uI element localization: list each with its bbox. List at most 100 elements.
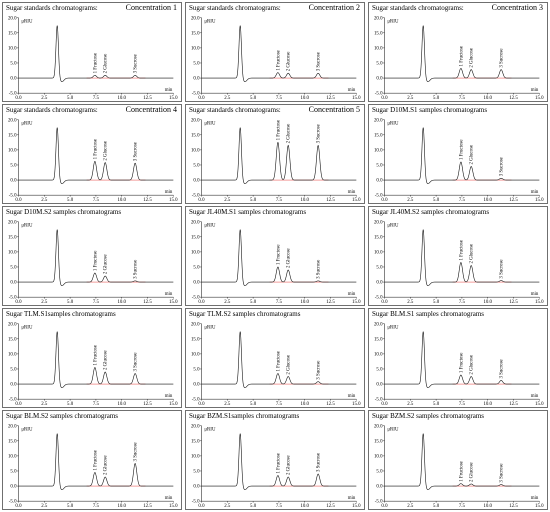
y-tick-label: -5.0 [9, 194, 17, 199]
concentration-label: Concentration 2 [308, 3, 360, 12]
y-tick-label: 10.0 [374, 250, 383, 255]
y-tick-label: -5.0 [192, 92, 200, 97]
x-tick-label: 0.0 [15, 504, 22, 509]
x-unit-label: min [165, 88, 173, 93]
y-tick-label: 20.0 [191, 322, 200, 327]
y-tick-label: -5.0 [375, 194, 383, 199]
chromatogram-plot: -5.00.05.010.015.020.00.0 2.5 5.0 7.5 10.0 12… [191, 424, 361, 509]
y-tick-label: 20.0 [374, 424, 383, 429]
y-tick-label: 5.0 [376, 164, 383, 169]
y-tick-label: 0.0 [376, 281, 383, 286]
x-tick-label: 5.0 [433, 504, 440, 509]
peak-label: 3 Sucrose [317, 124, 322, 143]
x-tick-label: 7.5 [93, 96, 100, 101]
x-tick-label: 15.0 [535, 96, 544, 101]
y-tick-label: 15.0 [374, 439, 383, 444]
x-unit-label: min [165, 496, 173, 501]
x-tick-label: 5.0 [433, 402, 440, 407]
x-unit-label: min [165, 190, 173, 195]
x-tick-label: 2.5 [224, 96, 231, 101]
y-unit-label: μRIU [204, 224, 216, 229]
y-tick-label: 20.0 [191, 118, 200, 123]
y-unit-label: μRIU [21, 122, 33, 127]
x-tick-label: 10.0 [483, 300, 492, 305]
chromatogram-trace [201, 229, 357, 286]
y-tick-label: 10.0 [191, 46, 200, 51]
x-tick-label: 0.0 [15, 300, 22, 305]
y-unit-label: μRIU [204, 326, 216, 331]
x-tick-label: 2.5 [41, 198, 48, 203]
x-tick-label: 0.0 [381, 198, 388, 203]
y-tick-label: 5.0 [193, 470, 200, 475]
x-tick-label: 5.0 [433, 96, 440, 101]
chromatogram-panel: Sugar standards chromatograms: Concentrat… [2, 104, 182, 204]
x-tick-label: 10.0 [117, 402, 126, 407]
peak-label: 2 Glucose [287, 355, 292, 375]
peak-label: 2 Glucose [104, 350, 109, 370]
x-tick-label: 5.0 [67, 402, 74, 407]
panel-title: Sugar BLM.S2 samples chromatograms [6, 412, 118, 420]
y-tick-label: 10.0 [191, 454, 200, 459]
chromatogram-trace [201, 127, 357, 184]
chromatogram-panel: Sugar D10M.S2 samples chromatograms -5.0 0… [2, 206, 182, 306]
chromatogram-panel: Sugar TLM.S1samples chromatograms -5.0 0.0… [2, 308, 182, 408]
y-unit-label: μRIU [387, 224, 399, 229]
chromatogram-panel: Sugar standards chromatograms: Concentrat… [185, 2, 365, 102]
y-tick-label: 5.0 [10, 62, 17, 67]
x-tick-label: 7.5 [459, 198, 466, 203]
y-tick-label: 20.0 [8, 220, 17, 225]
panel-title: Sugar BLM.S1 samples chromatograms [372, 310, 484, 318]
chromatogram-plot: -5.00.05.010.015.020.00.0 2.5 5.0 7.5 10.0 12… [191, 220, 361, 305]
y-unit-label: μRIU [387, 326, 399, 331]
y-tick-label: -5.0 [192, 194, 200, 199]
x-tick-label: 5.0 [250, 96, 257, 101]
y-tick-label: 5.0 [10, 368, 17, 373]
chromatogram-trace [201, 331, 357, 388]
x-tick-label: 12.5 [326, 402, 335, 407]
x-tick-label: 2.5 [224, 198, 231, 203]
y-tick-label: 15.0 [374, 31, 383, 36]
y-tick-label: 0.0 [376, 383, 383, 388]
x-tick-label: 10.0 [483, 198, 492, 203]
x-tick-label: 12.5 [326, 300, 335, 305]
peak-label: 1 Fructose [276, 50, 281, 71]
peak-label: 2 Glucose [470, 462, 475, 482]
y-tick-label: -5.0 [375, 500, 383, 505]
y-tick-label: 0.0 [193, 485, 200, 490]
peak-label: 3 Sucrose [317, 52, 322, 71]
x-tick-label: 10.0 [483, 96, 492, 101]
y-tick-label: 5.0 [193, 368, 200, 373]
chromatogram-plot: -5.00.05.010.015.020.00.0 2.5 5.0 7.5 10.0 12… [374, 118, 544, 203]
chromatogram-trace [201, 433, 357, 490]
x-tick-label: 10.0 [117, 504, 126, 509]
y-tick-label: 0.0 [10, 179, 17, 184]
peak-label: 3 Sucrose [134, 142, 139, 161]
y-tick-label: 20.0 [8, 118, 17, 123]
peak-label: 1 Fructose [459, 139, 464, 160]
chromatogram-trace [18, 25, 174, 82]
x-tick-label: 15.0 [169, 300, 178, 305]
x-tick-label: 12.5 [143, 402, 152, 407]
x-tick-label: 15.0 [535, 504, 544, 509]
x-tick-label: 12.5 [509, 198, 518, 203]
y-tick-label: 20.0 [8, 322, 17, 327]
peak-label: 3 Sucrose [134, 442, 139, 461]
x-tick-label: 5.0 [250, 198, 257, 203]
y-tick-label: 10.0 [374, 46, 383, 51]
y-tick-label: 15.0 [374, 133, 383, 138]
y-tick-label: 5.0 [376, 62, 383, 67]
x-tick-label: 2.5 [224, 402, 231, 407]
peak-label: 3 Sucrose [317, 260, 322, 279]
y-tick-label: -5.0 [192, 500, 200, 505]
x-tick-label: 12.5 [326, 96, 335, 101]
y-tick-label: 10.0 [8, 46, 17, 51]
x-tick-label: 5.0 [67, 198, 74, 203]
peak-label: 1 Fructose [276, 245, 281, 266]
x-tick-label: 2.5 [41, 300, 48, 305]
x-tick-label: 15.0 [352, 300, 361, 305]
x-unit-label: min [348, 88, 356, 93]
y-tick-label: 15.0 [8, 439, 17, 444]
x-tick-label: 10.0 [117, 198, 126, 203]
y-unit-label: μRIU [387, 428, 399, 433]
